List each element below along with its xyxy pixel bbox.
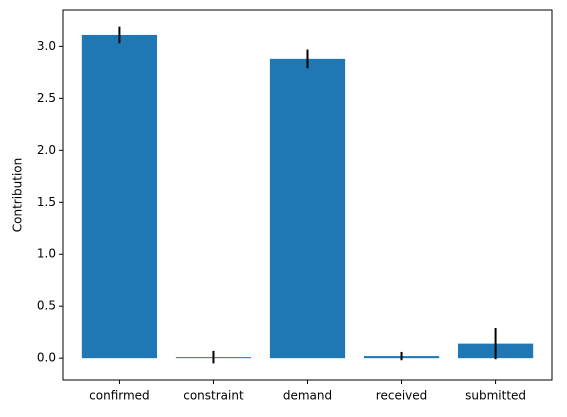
y-tick-label: 2.0	[37, 143, 56, 157]
y-tick-label: 2.5	[37, 91, 56, 105]
y-axis-label: Contribution	[11, 158, 25, 233]
y-tick-label: 1.0	[37, 247, 56, 261]
y-tick-label: 0.5	[37, 299, 56, 313]
bar	[269, 58, 346, 359]
x-tick-label: demand	[283, 389, 332, 403]
y-tick-label: 3.0	[37, 39, 56, 53]
x-tick-label: constraint	[183, 389, 244, 403]
y-tick-label: 0.0	[37, 351, 56, 365]
bar	[81, 34, 158, 359]
x-tick-label: confirmed	[89, 389, 150, 403]
x-tick-label: received	[376, 389, 427, 403]
x-tick-label: submitted	[465, 389, 526, 403]
y-tick-label: 1.5	[37, 195, 56, 209]
